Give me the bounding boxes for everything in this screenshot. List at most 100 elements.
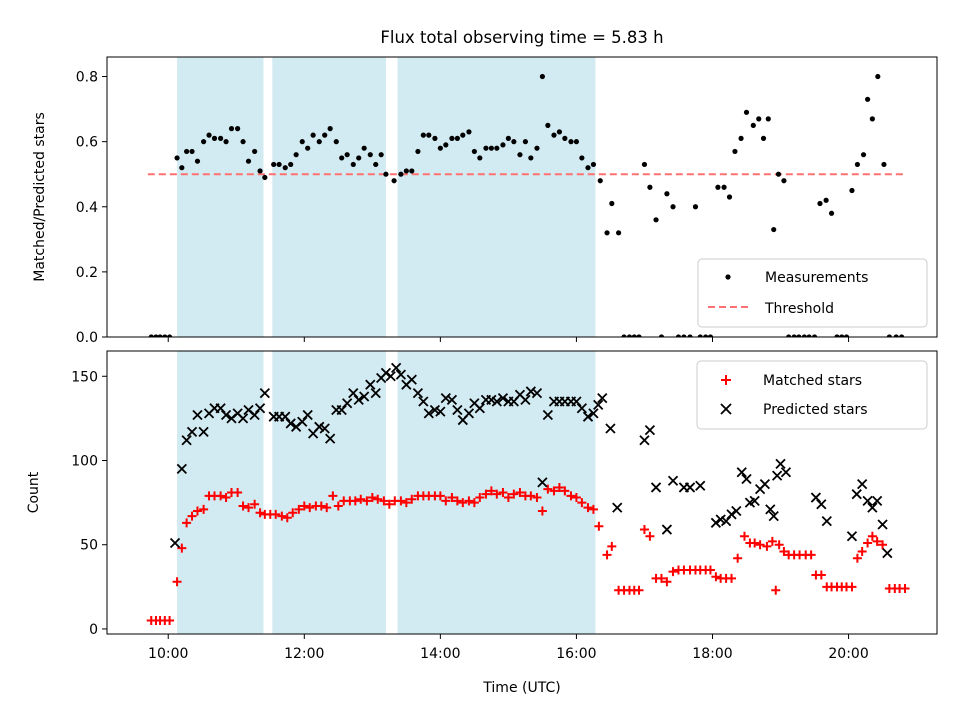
predicted-star-marker <box>650 482 662 493</box>
predicted-star-marker <box>862 495 873 507</box>
measurement-point <box>327 126 333 132</box>
measurement-point <box>750 122 756 128</box>
measurement-point <box>494 145 500 151</box>
measurement-point <box>162 334 168 337</box>
matched-star-marker <box>492 489 502 499</box>
predicted-star-marker <box>280 411 291 422</box>
measurement-point <box>875 73 881 80</box>
matched-star-marker <box>277 511 287 521</box>
predicted-star-marker <box>736 467 747 478</box>
predicted-star-marker <box>220 409 232 421</box>
measurement-point <box>811 334 818 337</box>
matched-star-marker <box>396 496 406 506</box>
matched-star-marker <box>294 504 304 514</box>
measurement-point <box>743 109 750 115</box>
predicted-star-marker <box>684 482 696 493</box>
measurement-point <box>179 165 185 171</box>
measurement-point <box>310 132 316 138</box>
measurement-point <box>500 142 506 148</box>
measurement-point <box>437 145 443 151</box>
measurement-point <box>262 174 268 181</box>
axes-frame <box>106 56 938 338</box>
measurement-point <box>471 148 477 155</box>
predicted-star-marker <box>418 396 429 407</box>
y-axis-label: Count <box>26 471 42 513</box>
measurement-point <box>707 334 714 337</box>
measurement-point <box>715 184 721 190</box>
measurement-point <box>522 139 529 145</box>
matched-star-marker <box>452 496 462 506</box>
top-legend: Measurements Threshold <box>697 258 928 328</box>
legend-threshold-label: Threshold <box>764 301 834 317</box>
predicted-star-marker <box>810 492 822 503</box>
predicted-star-marker <box>695 480 706 491</box>
matched-star-marker <box>481 489 491 499</box>
measurement-point <box>568 139 574 145</box>
matched-star-marker <box>645 531 655 541</box>
predicted-star-marker <box>821 516 832 527</box>
predicted-star-marker <box>816 499 827 510</box>
matched-star-marker <box>634 585 644 595</box>
top-panel: 0.0 0.2 0.4 0.6 0.8 Matched/Predicted stars Me… <box>32 56 938 346</box>
observing-interval-shade <box>397 57 596 337</box>
measurement-point <box>817 200 823 207</box>
measurement-point <box>361 145 367 151</box>
measurement-point <box>697 334 703 337</box>
measurement-point <box>823 197 829 203</box>
matched-star-marker <box>172 577 182 587</box>
matched-star-marker <box>379 496 389 506</box>
predicted-star-marker <box>667 475 679 486</box>
predicted-star-marker <box>319 423 330 434</box>
measurement-point <box>373 161 379 168</box>
predicted-star-marker <box>169 537 181 549</box>
matched-star-marker <box>362 496 372 506</box>
matched-star-marker <box>305 503 315 513</box>
matched-star-marker <box>192 506 202 516</box>
predicted-star-marker <box>370 387 381 399</box>
matched-star-marker <box>607 541 617 551</box>
measurement-point <box>183 148 190 155</box>
predicted-star-marker <box>325 433 336 444</box>
measurement-point <box>653 217 659 223</box>
matched-star-marker <box>216 491 226 501</box>
predicted-star-marker <box>771 470 783 481</box>
predicted-star-marker <box>491 396 502 407</box>
y-tick-label: 50 <box>80 538 98 554</box>
observing-interval-shade <box>272 351 386 634</box>
measurement-point <box>899 334 905 337</box>
measurement-point <box>860 152 867 158</box>
predicted-star-marker <box>192 409 203 421</box>
measurement-point <box>703 334 709 337</box>
predicted-star-marker <box>857 478 868 490</box>
measurement-point <box>886 334 892 337</box>
measurement-point <box>276 161 282 168</box>
measurement-point <box>839 334 845 337</box>
measurement-point <box>626 334 633 337</box>
predicted-star-marker <box>391 362 402 373</box>
measurement-point <box>675 334 682 337</box>
measurement-point <box>240 139 246 145</box>
y-axis-label: Matched/Predicted stars <box>32 112 48 282</box>
measurement-point <box>189 148 195 155</box>
matched-star-marker <box>554 482 564 492</box>
measurement-point <box>732 148 738 155</box>
predicted-star-marker <box>846 531 858 542</box>
matched-star-marker <box>233 488 243 497</box>
predicted-star-marker <box>644 425 656 436</box>
matched-star-marker <box>549 486 559 496</box>
predicted-star-marker <box>741 473 752 485</box>
matched-star-marker <box>779 546 789 556</box>
y-tick-label: 150 <box>71 369 98 385</box>
measurement-point <box>849 187 855 194</box>
measurement-point <box>443 142 449 148</box>
measurement-point <box>631 334 637 337</box>
legend-predicted-label: Predicted stars <box>763 402 868 418</box>
measurement-point <box>597 178 603 184</box>
predicted-star-marker <box>765 504 776 515</box>
matched-star-marker <box>503 493 513 503</box>
measurement-point <box>271 161 277 168</box>
x-axis-label: Time (UTC) <box>482 680 560 696</box>
observing-interval-shade <box>177 57 264 337</box>
measurement-point <box>449 135 455 141</box>
